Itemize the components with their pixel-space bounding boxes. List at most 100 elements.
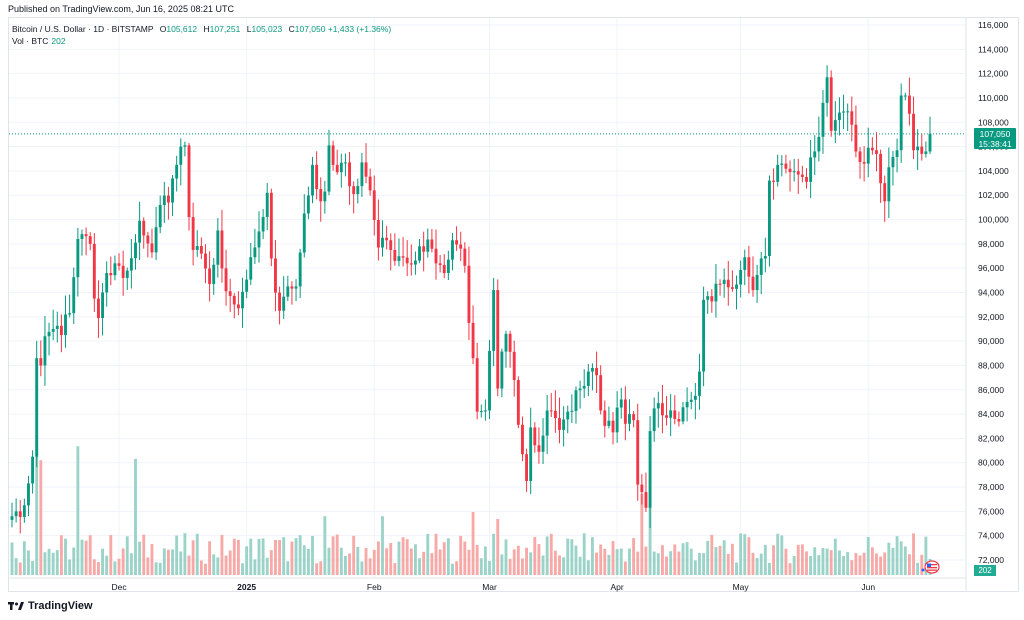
volume-bar xyxy=(529,552,533,575)
grid xyxy=(9,18,966,578)
volume-bar xyxy=(138,541,142,575)
volume-bar xyxy=(755,558,759,575)
time-tick-label: Apr xyxy=(611,582,624,592)
candle-body xyxy=(842,111,845,113)
bar-countdown: 15:38:41 xyxy=(978,139,1012,149)
volume-bars xyxy=(10,435,932,575)
price-tick-label: 94,000 xyxy=(978,288,1004,298)
candle-body xyxy=(331,145,335,165)
candle-body xyxy=(220,230,224,269)
volume-bar xyxy=(706,540,710,575)
volume-bar xyxy=(92,559,96,575)
candle-body xyxy=(570,410,574,412)
time-axis[interactable]: Dec 2025 Feb Mar Apr May Jun xyxy=(9,577,966,592)
candle-body xyxy=(265,192,269,218)
candle-body xyxy=(875,150,878,154)
candle-body xyxy=(422,246,426,252)
candle-body xyxy=(623,399,627,424)
volume-bar xyxy=(150,544,154,575)
volume-bar xyxy=(166,549,170,575)
candle-body xyxy=(216,230,220,265)
candle-body xyxy=(751,276,755,291)
price-tick-label: 96,000 xyxy=(978,263,1004,273)
volume-bar xyxy=(109,535,113,575)
candle-body xyxy=(368,176,372,191)
volume-bar xyxy=(261,538,265,575)
volume-bar xyxy=(899,541,903,575)
time-tick-label: 2025 xyxy=(237,582,256,592)
candle-body xyxy=(162,195,166,205)
symbol-legend[interactable]: Bitcoin / U.S. Dollar · 1D · BITSTAMP O1… xyxy=(12,24,391,34)
candle-body xyxy=(442,264,446,274)
candle-body xyxy=(862,162,866,164)
flag-icon[interactable] xyxy=(920,560,940,574)
volume-bar xyxy=(833,538,837,575)
volume-bar xyxy=(381,516,384,575)
volume-bar xyxy=(101,548,105,575)
candle-body xyxy=(286,286,290,297)
volume-bar xyxy=(162,548,166,575)
volume-bar xyxy=(422,551,426,575)
volume-bar xyxy=(446,538,450,575)
chart-pane[interactable] xyxy=(8,17,1019,592)
candle-body xyxy=(10,516,14,520)
candles xyxy=(10,65,932,534)
volume-bar xyxy=(545,536,549,575)
candle-body xyxy=(763,256,767,259)
volume-bar xyxy=(154,562,158,575)
volume-bar xyxy=(636,551,640,575)
symbol-title: Bitcoin / U.S. Dollar · 1D · BITSTAMP xyxy=(12,24,154,34)
price-tick-label: 82,000 xyxy=(978,433,1004,443)
candle-body xyxy=(146,235,150,244)
volume-bar xyxy=(418,558,421,575)
candle-body xyxy=(887,167,891,202)
high-value: 107,251 xyxy=(209,24,241,34)
candle-body xyxy=(14,511,18,517)
volume-bar xyxy=(438,549,442,575)
candle-body xyxy=(397,256,401,261)
volume-bar xyxy=(463,541,467,575)
volume-bar xyxy=(22,541,26,575)
volume-bar xyxy=(257,538,261,575)
volume-bar xyxy=(776,533,780,575)
candle-body xyxy=(344,162,347,164)
volume-bar xyxy=(656,553,660,575)
volume-bar xyxy=(730,543,734,575)
price-tick-label: 92,000 xyxy=(978,312,1004,322)
price-tick-label: 98,000 xyxy=(978,239,1004,249)
candle-body xyxy=(677,418,681,422)
candle-body xyxy=(632,414,636,421)
price-tick-label: 84,000 xyxy=(978,409,1004,419)
volume-bar xyxy=(335,534,339,575)
volume-bar xyxy=(714,547,718,575)
volume-legend[interactable]: Vol · BTC 202 xyxy=(12,36,66,46)
candle-body xyxy=(800,174,804,177)
volume-bar xyxy=(739,533,743,575)
candle-body xyxy=(595,368,598,376)
candle-body xyxy=(590,368,594,372)
volume-bar xyxy=(751,552,755,575)
volume-bar xyxy=(891,547,895,575)
volume-bar xyxy=(68,559,72,575)
candle-body xyxy=(615,407,619,433)
volume-bar xyxy=(912,533,915,575)
volume-bar xyxy=(51,552,55,575)
volume-bar xyxy=(574,545,578,575)
published-header: Published on TradingView.com, Jun 16, 20… xyxy=(8,4,234,14)
volume-bar xyxy=(500,554,504,575)
volume-bar xyxy=(805,551,808,575)
candle-body xyxy=(747,257,751,277)
volume-bar xyxy=(862,552,866,575)
volume-bar xyxy=(689,548,693,575)
volume-bar xyxy=(195,533,199,575)
candle-body xyxy=(306,195,310,214)
candle-body xyxy=(772,180,776,182)
candle-body xyxy=(208,268,212,284)
price-axis[interactable]: 116,000114,000112,000110,000108,000106,0… xyxy=(965,17,1009,592)
volume-bar xyxy=(603,548,607,575)
candle-body xyxy=(88,236,92,244)
candle-body xyxy=(446,259,450,274)
volume-bar xyxy=(327,547,331,575)
price-tick-label: 102,000 xyxy=(978,190,1009,200)
